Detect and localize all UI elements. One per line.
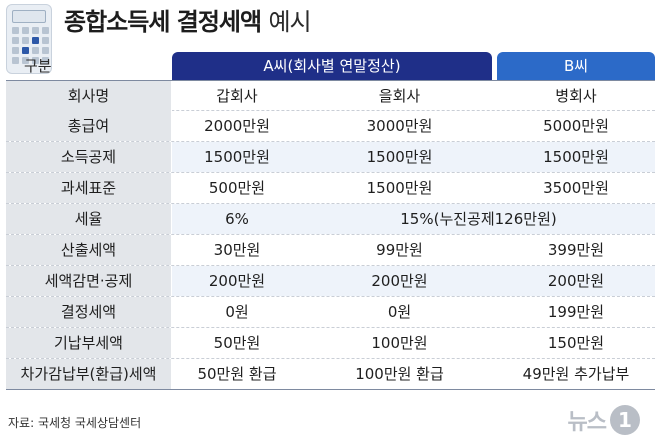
cell-a-company2: 3000만원: [366, 117, 433, 135]
cell-a-company2: 0원: [387, 303, 412, 321]
row-label: 소득공제: [6, 142, 172, 172]
table-row: 산출세액 30만원 99만원 399만원: [6, 235, 655, 266]
cell-b: 병회사: [555, 87, 597, 105]
table-row: 세율 6% 15%(누진공제126만원): [6, 204, 655, 235]
cell-b: 150만원: [547, 334, 605, 352]
header-category-label: 구분: [24, 57, 52, 75]
cell-a-company2: 을회사: [378, 87, 421, 105]
row-label: 세액감면·공제: [6, 266, 172, 296]
tax-table: 회사명 갑회사 을회사 병회사 총급여 2000만원 3000만원 5000만원…: [6, 80, 655, 390]
row-label: 결정세액: [6, 297, 172, 327]
cell-b: 1500만원: [497, 142, 655, 172]
cell-a-company2: 1500만원: [366, 179, 433, 197]
page-title: 종합소득세 결정세액 예시: [64, 2, 312, 37]
cell-a-company1: 200만원: [172, 266, 302, 296]
calculator-screen: [12, 10, 46, 23]
source-note: 자료: 국세청 국세상담센터: [8, 416, 142, 430]
logo-mark-icon: 1: [610, 405, 640, 435]
cell-b: 200만원: [497, 266, 655, 296]
calculator-icon: [6, 4, 52, 74]
row-label: 과세표준: [6, 173, 172, 203]
cell-a-company2: 1500만원: [302, 142, 497, 172]
news1-logo: 뉴스 1: [568, 404, 640, 436]
row-label: 산출세액: [6, 235, 172, 265]
cell-a-company1: 50만원: [213, 334, 261, 352]
cell-b: 399만원: [547, 241, 605, 259]
title-bold: 종합소득세 결정세액: [64, 8, 262, 36]
cell-a-company1: 2000만원: [204, 117, 270, 135]
row-label: 기납부세액: [6, 328, 172, 358]
cell-a-company1: 30만원: [213, 241, 261, 259]
row-label: 차가감납부(환급)세액: [6, 359, 172, 389]
table-row: 과세표준 500만원 1500만원 3500만원: [6, 173, 655, 204]
row-label: 회사명: [6, 81, 172, 111]
calculator-keys: [12, 27, 49, 64]
table-row: 세액감면·공제 200만원 200만원 200만원: [6, 266, 655, 297]
cell-a-company1: 갑회사: [216, 87, 258, 105]
title-light: 예시: [268, 8, 311, 36]
logo-text: 뉴스: [567, 410, 607, 435]
cell-a-company1: 1500만원: [172, 142, 302, 172]
table-row: 총급여 2000만원 3000만원 5000만원: [6, 111, 655, 142]
cell-a-company1: 0원: [225, 303, 249, 321]
header-person-b: B씨: [497, 52, 655, 80]
cell-a-company2: 200만원: [302, 266, 497, 296]
cell-b: 3500만원: [543, 179, 609, 197]
table-row: 결정세액 0원 0원 199만원: [6, 297, 655, 328]
cell-b: 5000만원: [543, 117, 609, 135]
table-row: 회사명 갑회사 을회사 병회사: [6, 80, 655, 111]
cell-a-company1: 500만원: [208, 179, 266, 197]
cell-b: 49만원 추가납부: [522, 365, 630, 383]
table-row: 소득공제 1500만원 1500만원 1500만원: [6, 142, 655, 173]
header-person-a: A씨(회사별 연말정산): [172, 52, 492, 80]
table-row: 기납부세액 50만원 100만원 150만원: [6, 328, 655, 359]
cell-a-company2: 100만원: [371, 334, 428, 352]
row-label: 세율: [6, 204, 172, 234]
cell-a-company2: 100만원 환급: [355, 365, 444, 383]
cell-b: 199만원: [547, 303, 605, 321]
table-row: 차가감납부(환급)세액 50만원 환급 100만원 환급 49만원 추가납부: [6, 359, 655, 390]
cell-merged-rate: 15%(누진공제126만원): [302, 204, 655, 234]
cell-a-company1: 6%: [172, 204, 302, 234]
table-header: 구분 A씨(회사별 연말정산) B씨: [0, 52, 658, 80]
row-label: 총급여: [6, 111, 172, 141]
cell-a-company1: 50만원 환급: [197, 365, 277, 383]
cell-a-company2: 99만원: [376, 241, 423, 259]
